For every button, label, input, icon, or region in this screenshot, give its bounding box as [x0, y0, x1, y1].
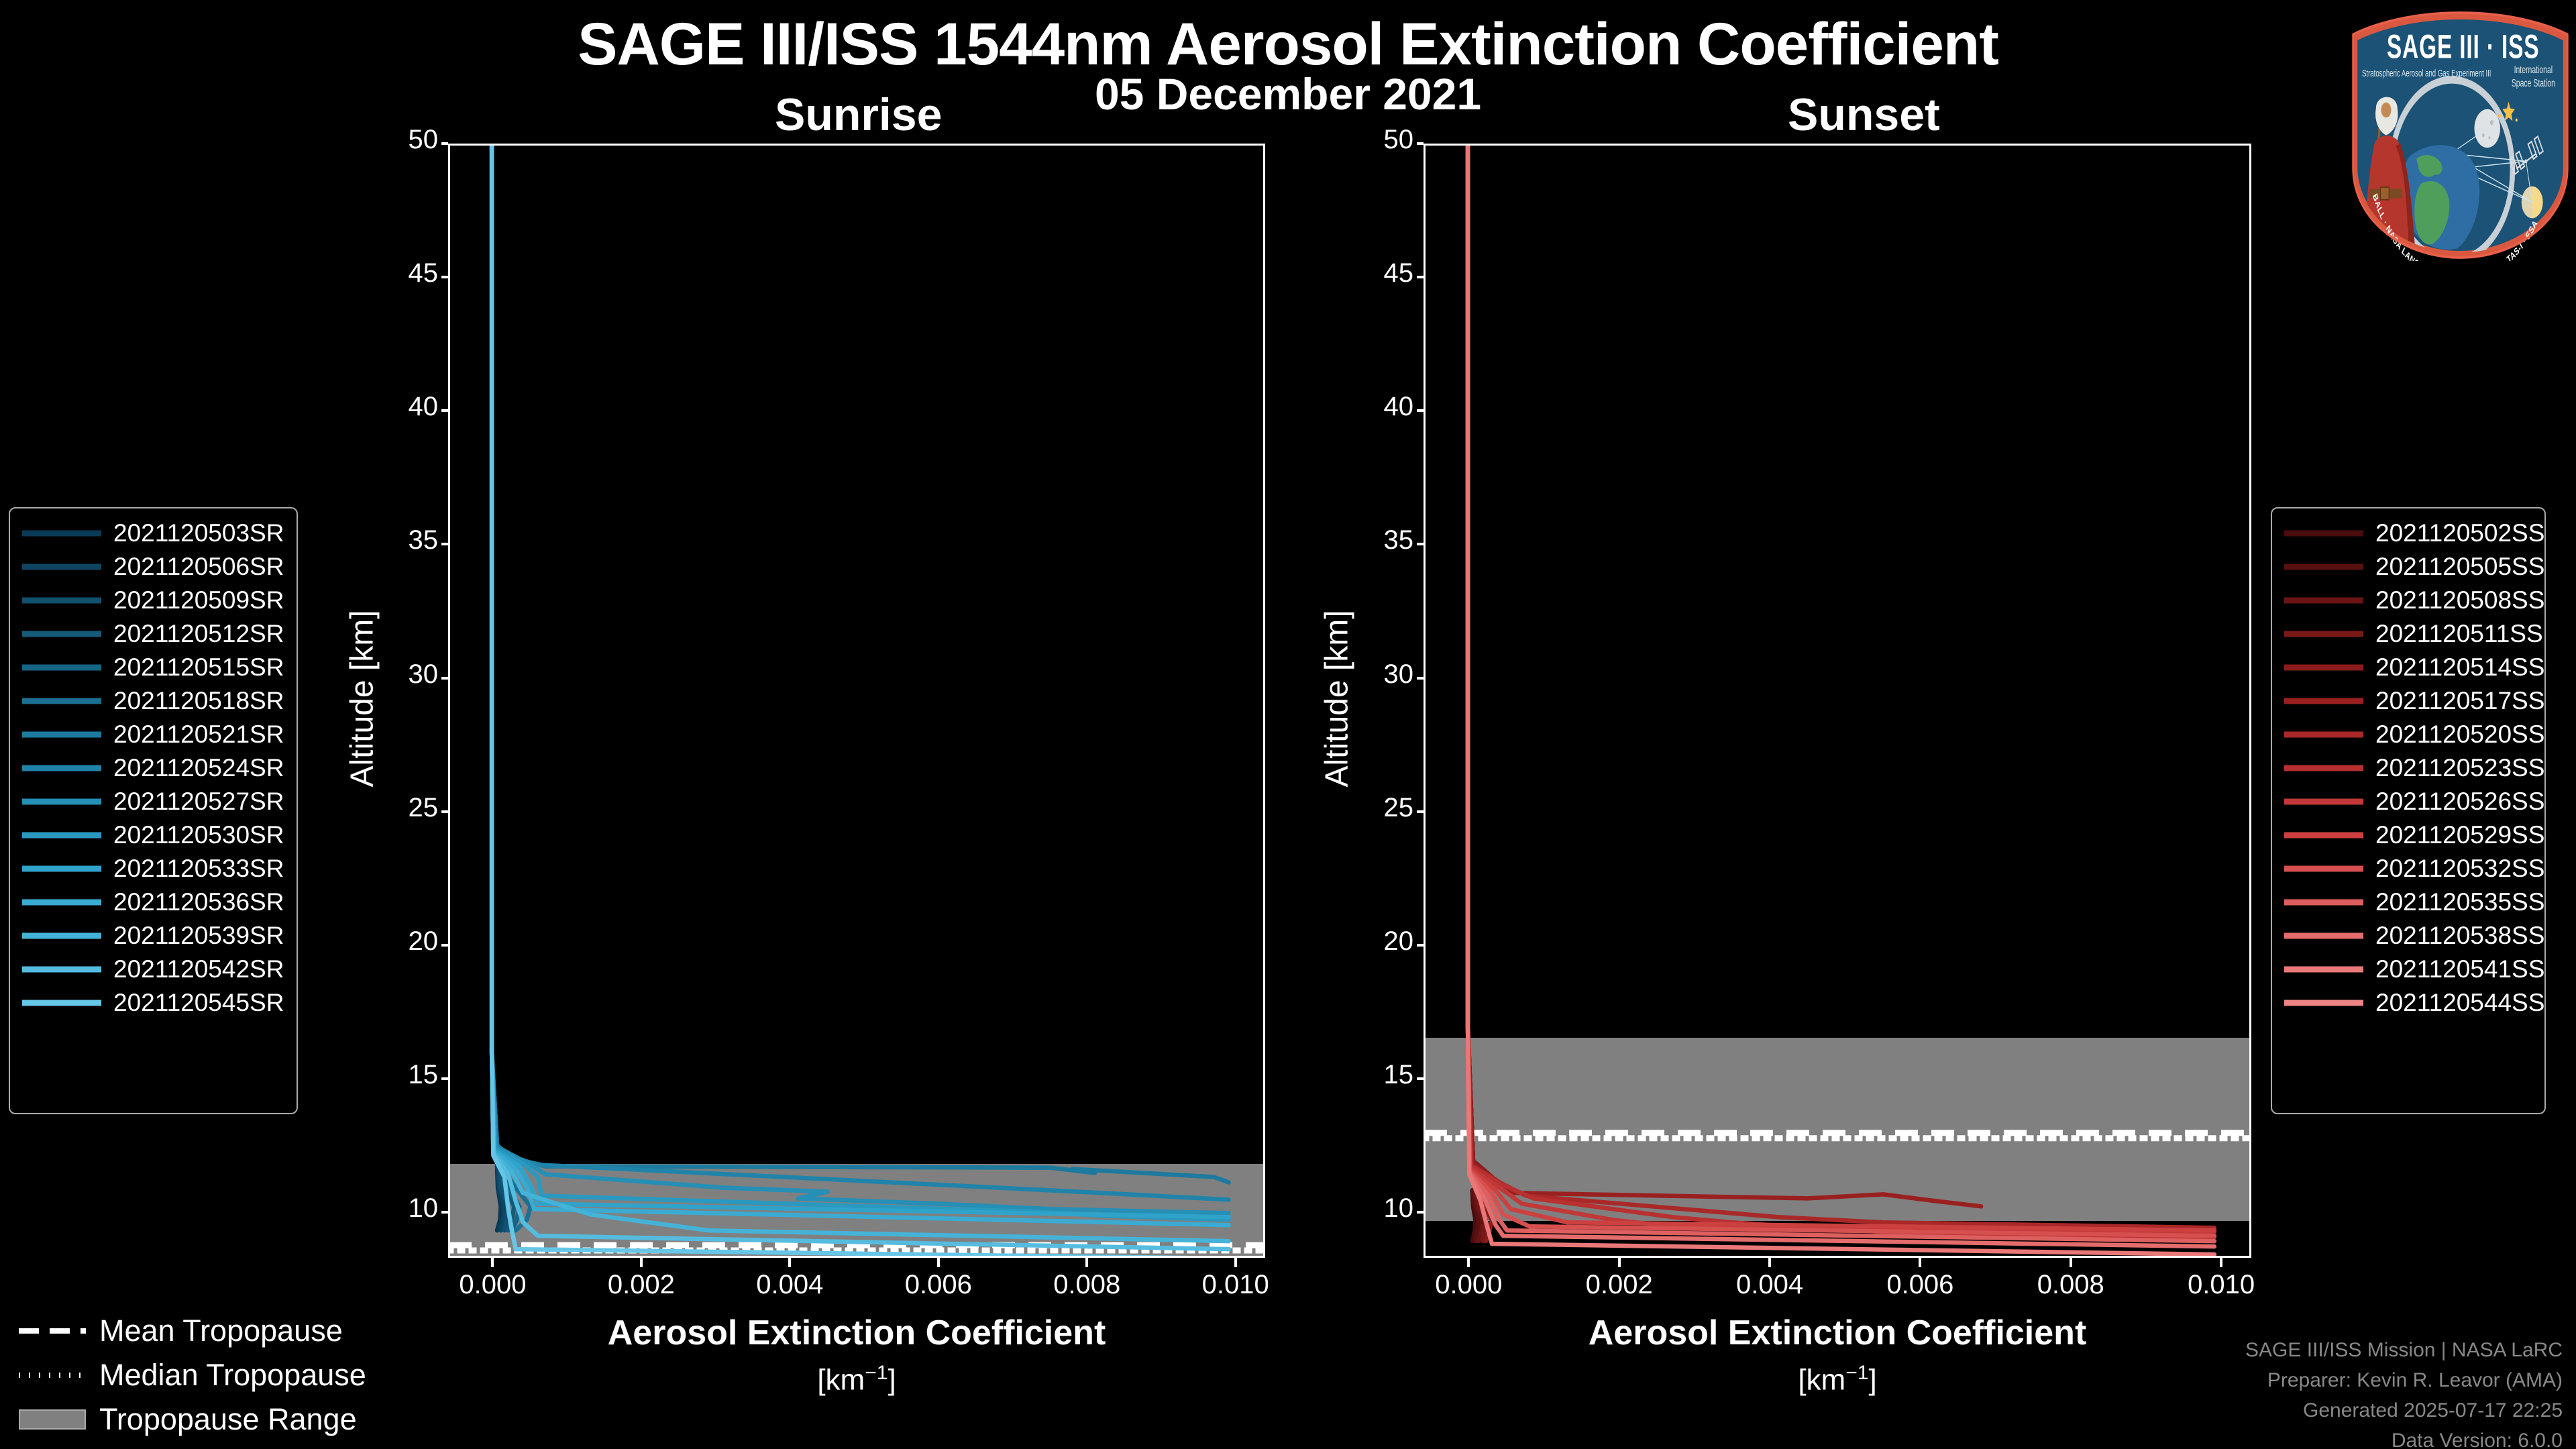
svg-text:International: International	[2514, 64, 2553, 76]
svg-text:SAGE III · ISS: SAGE III · ISS	[2387, 28, 2540, 66]
svg-text:Space Station: Space Station	[2512, 77, 2555, 89]
svg-text:Stratospheric Aerosol and Gas: Stratospheric Aerosol and Gas Experiment…	[2362, 68, 2491, 78]
